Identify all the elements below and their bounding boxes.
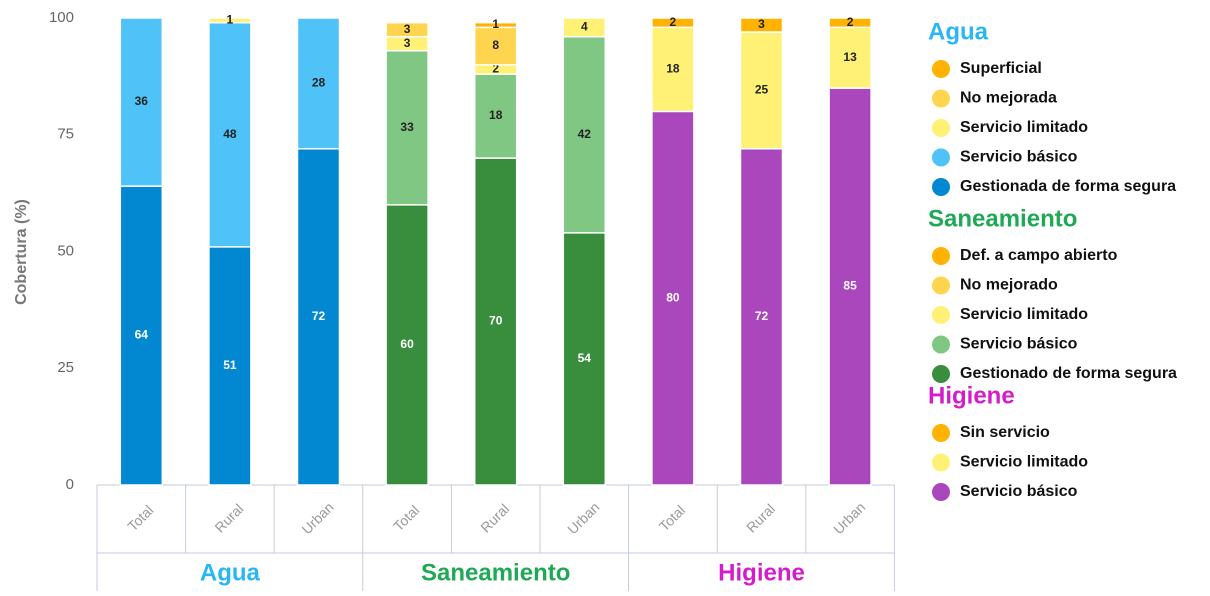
legend-label: Servicio básico <box>960 336 1078 353</box>
legend-marker <box>932 119 950 137</box>
data-label: 80 <box>666 290 680 304</box>
group-label: Agua <box>200 559 261 586</box>
bar-segment <box>385 21 429 38</box>
y-tick-label: 100 <box>49 9 74 26</box>
data-label: 18 <box>489 108 503 122</box>
legend-label: Gestionada de forma segura <box>960 178 1176 195</box>
legend-title: Saneamiento <box>928 205 1077 232</box>
y-tick-label: 0 <box>66 476 74 493</box>
bar-segment <box>828 17 872 29</box>
bar-segment <box>119 17 164 187</box>
data-label: 3 <box>404 22 411 36</box>
legend-marker <box>932 89 950 108</box>
legend-marker <box>932 247 950 265</box>
bar-segment <box>208 17 252 24</box>
legend-label: Servicio limitado <box>960 119 1088 136</box>
legend-label: Superficial <box>960 60 1042 77</box>
legend-label: Servicio básico <box>960 149 1078 166</box>
data-label: 3 <box>758 17 765 31</box>
legend-marker <box>932 483 950 501</box>
bar-segment <box>739 17 784 33</box>
group-label: Higiene <box>718 559 805 586</box>
legend-label: Sin servicio <box>960 424 1050 441</box>
legend-marker <box>932 178 950 196</box>
legend-label: Def. a campo abierto <box>960 247 1118 264</box>
data-label: 25 <box>755 83 769 97</box>
data-label: 1 <box>492 17 499 31</box>
data-label: 60 <box>400 337 414 351</box>
data-label: 1 <box>227 13 234 27</box>
bar-segment <box>562 232 607 486</box>
legend-marker <box>932 148 950 167</box>
data-label: 36 <box>135 94 149 108</box>
bar-segment <box>739 31 784 150</box>
bar-segment <box>385 204 429 486</box>
bar-segment <box>828 26 872 89</box>
x-tick-label: Urban <box>564 499 602 537</box>
data-label: 2 <box>670 15 677 29</box>
data-label: 2 <box>492 62 499 76</box>
data-label: 2 <box>847 15 854 29</box>
group-label: Saneamiento <box>421 559 570 586</box>
legend-title: Higiene <box>928 382 1015 409</box>
bar-segment <box>651 17 695 29</box>
legend-marker <box>932 60 950 78</box>
data-label: 33 <box>400 120 414 134</box>
x-tick-label: Rural <box>743 501 778 536</box>
x-tick-label: Urban <box>830 499 868 537</box>
bar-segment <box>296 17 341 150</box>
legend-label: Servicio limitado <box>960 306 1088 323</box>
data-label: 70 <box>489 314 503 328</box>
data-label: 54 <box>578 351 592 365</box>
bar-segment <box>562 35 607 234</box>
x-tick-label: Total <box>124 502 156 534</box>
legend-label: Servicio limitado <box>960 454 1088 471</box>
bar-segment <box>651 110 695 486</box>
legend-marker <box>932 365 950 383</box>
legend-label: No mejorada <box>960 90 1057 107</box>
bar-segment <box>739 148 784 486</box>
bar-segment <box>828 87 872 486</box>
data-label: 85 <box>843 279 857 293</box>
x-tick-label: Urban <box>298 499 336 537</box>
x-tick-label: Rural <box>477 501 512 536</box>
legend-title: Agua <box>928 18 989 45</box>
legend-marker <box>932 306 950 324</box>
bar-segment <box>473 21 518 29</box>
bar-segment <box>119 185 164 486</box>
legend-marker <box>932 424 950 442</box>
data-label: 64 <box>135 328 149 342</box>
legend-label: Gestionado de forma segura <box>960 365 1177 382</box>
legend-label: Servicio básico <box>960 483 1078 500</box>
data-label: 3 <box>404 36 411 50</box>
legend-marker <box>932 276 950 295</box>
data-label: 28 <box>312 76 326 90</box>
x-tick-label: Total <box>656 502 688 534</box>
y-tick-label: 25 <box>57 359 74 376</box>
data-label: 4 <box>581 20 588 34</box>
bar-segment <box>385 49 429 206</box>
data-label: 18 <box>666 62 680 76</box>
bar-segment <box>473 157 518 486</box>
legend-marker <box>932 335 950 354</box>
legend-label: No mejorado <box>960 277 1058 294</box>
bar-segment <box>562 17 607 38</box>
y-tick-label: 50 <box>57 242 74 259</box>
data-label: 72 <box>755 309 769 323</box>
bar-segment <box>473 73 518 159</box>
legend-marker <box>932 453 950 472</box>
y-axis-label: Cobertura (%) <box>13 199 30 305</box>
data-label: 8 <box>492 38 499 52</box>
data-label: 51 <box>223 358 237 372</box>
y-tick-label: 75 <box>57 126 74 143</box>
x-tick-label: Rural <box>211 501 246 536</box>
data-label: 72 <box>312 309 326 323</box>
x-tick-label: Total <box>390 502 422 534</box>
data-label: 13 <box>843 50 857 64</box>
data-label: 42 <box>578 127 592 141</box>
data-label: 48 <box>223 127 237 141</box>
